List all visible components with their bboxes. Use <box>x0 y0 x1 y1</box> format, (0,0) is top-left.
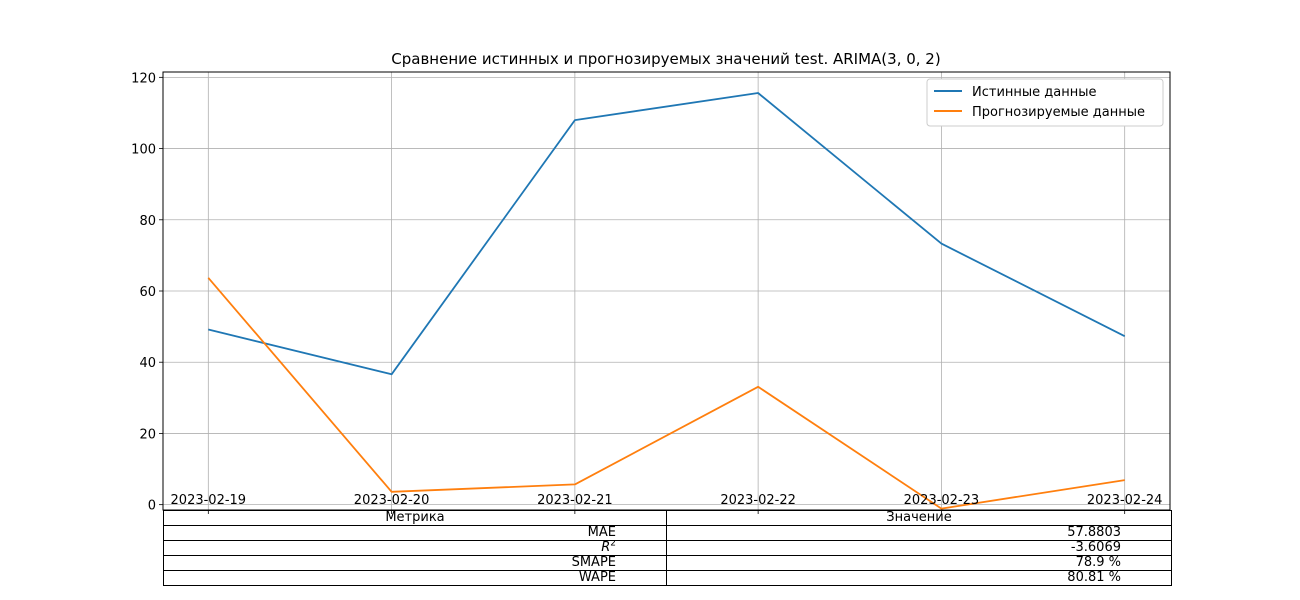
x-tick-label: 2023-02-19 <box>171 493 247 508</box>
legend-label-pred: Прогнозируемые данные <box>972 105 1145 120</box>
y-tick-label: 0 <box>148 499 156 514</box>
table-row: WAPE 80.81 % <box>163 570 1172 586</box>
table-header-row: Метрика Значение <box>163 510 1172 526</box>
table-row: SMAPE 78.9 % <box>163 555 1172 571</box>
table-row: R2 -3.6069 <box>163 540 1172 556</box>
metric-value: 78.9 % <box>666 555 1172 571</box>
series-lines <box>207 92 1126 510</box>
legend-box <box>926 78 1164 127</box>
y-tick-label: 120 <box>131 71 156 86</box>
chart-title: Сравнение истинных и прогнозируемых знач… <box>391 50 940 68</box>
x-tick-label: 2023-02-24 <box>1087 493 1163 508</box>
x-tick-label: 2023-02-20 <box>354 493 430 508</box>
legend-label-true: Истинные данные <box>972 85 1097 100</box>
x-tick-label: 2023-02-21 <box>537 493 613 508</box>
x-tick-label: 2023-02-23 <box>904 493 980 508</box>
table-header-value: Значение <box>666 510 1172 526</box>
axes: 0 20 40 60 80 100 120 2023-02-19 2023-02-20 2023-… <box>131 71 1162 514</box>
metrics-table: Метрика Значение MAE 57.8803 R2 -3.6069 … <box>163 510 1172 586</box>
table-row: MAE 57.8803 <box>163 525 1172 541</box>
series-line <box>208 92 1126 376</box>
table-header-metric: Метрика <box>163 510 667 526</box>
metric-name: WAPE <box>163 570 667 586</box>
legend: Истинные данные Прогнозируемые данные <box>926 78 1164 127</box>
metric-value: 57.8803 <box>666 525 1172 541</box>
metric-exponent: 2 <box>610 540 616 549</box>
metric-symbol: R <box>601 540 611 555</box>
metric-value: -3.6069 <box>666 540 1172 556</box>
x-tick-label: 2023-02-22 <box>720 493 796 508</box>
y-tick-label: 80 <box>139 214 156 229</box>
series-line <box>207 277 1125 510</box>
metric-name: R2 <box>163 540 667 556</box>
y-tick-label: 40 <box>139 356 156 371</box>
y-tick-label: 20 <box>139 427 156 442</box>
grid <box>163 72 1170 510</box>
metric-name: MAE <box>163 525 667 541</box>
y-tick-label: 100 <box>131 143 156 158</box>
y-tick-label: 60 <box>139 285 156 300</box>
metric-name: SMAPE <box>163 555 667 571</box>
metric-value: 80.81 % <box>666 570 1172 586</box>
